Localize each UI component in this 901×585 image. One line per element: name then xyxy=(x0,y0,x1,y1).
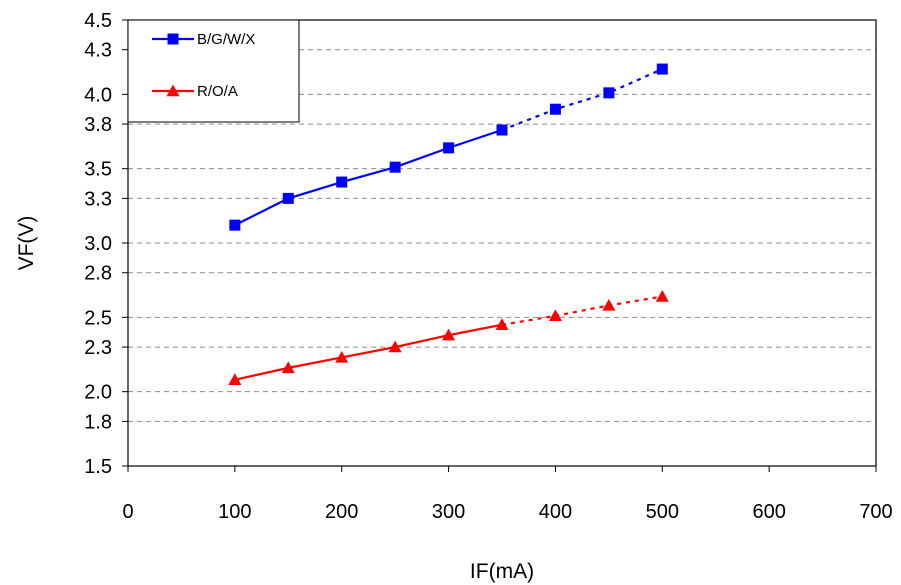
x-tick-label: 400 xyxy=(539,501,572,523)
data-point xyxy=(548,309,562,322)
data-point xyxy=(495,318,509,330)
data-point xyxy=(656,63,668,75)
series-line-dashed xyxy=(501,295,663,326)
y-tick-label: 2.3 xyxy=(84,337,112,359)
data-point xyxy=(229,219,241,231)
x-tick-label: 300 xyxy=(432,501,465,523)
legend-items: B/G/W/X R/O/A xyxy=(152,31,255,100)
data-point xyxy=(442,328,456,341)
legend-marker xyxy=(166,84,180,97)
data-point xyxy=(336,176,348,188)
series-line-dashed xyxy=(501,68,663,132)
legend-label: R/O/A xyxy=(197,83,238,100)
data-point xyxy=(549,103,561,115)
y-tick-label: 1.8 xyxy=(84,411,112,433)
data-point xyxy=(603,87,615,99)
data-point xyxy=(655,290,669,302)
x-tick-label: 0 xyxy=(122,501,133,523)
y-tick-label: 2.8 xyxy=(84,263,112,285)
x-tick-label: 200 xyxy=(325,501,358,523)
axis-ticks: 1.5 1.8 2.0 2.3 2.5 2.8 3.0 3.3 3.5 3.8 4.0 4.3 4.5 0… xyxy=(84,10,893,523)
data-point xyxy=(443,142,455,154)
series-group xyxy=(228,63,669,385)
data-point xyxy=(496,124,508,136)
y-tick-label: 2.5 xyxy=(84,307,112,329)
legend-label: B/G/W/X xyxy=(197,31,255,48)
y-tick-label: 4.0 xyxy=(84,84,112,106)
y-axis-title: VF(V) xyxy=(15,216,38,271)
y-tick-label: 3.3 xyxy=(84,188,112,210)
series-1 xyxy=(229,63,668,231)
y-tick-label: 3.8 xyxy=(84,114,112,136)
x-tick-label: 100 xyxy=(218,501,251,523)
y-tick-label: 4.3 xyxy=(84,40,112,62)
y-tick-label: 1.5 xyxy=(84,456,112,478)
x-tick-label: 600 xyxy=(752,501,785,523)
x-tick-label: 700 xyxy=(859,501,892,523)
data-point xyxy=(335,350,349,363)
data-point xyxy=(282,192,294,204)
gridlines xyxy=(128,49,876,422)
y-tick-label: 3.5 xyxy=(84,159,112,181)
series-line-solid xyxy=(234,323,503,381)
y-tick-label: 2.0 xyxy=(84,382,112,404)
legend-item: B/G/W/X xyxy=(152,31,255,48)
data-point xyxy=(602,298,616,311)
series-2 xyxy=(228,290,669,385)
y-tick-label: 4.5 xyxy=(84,10,112,32)
legend-item: R/O/A xyxy=(152,83,238,100)
data-point xyxy=(388,340,402,353)
data-point xyxy=(281,361,295,374)
data-point xyxy=(389,161,401,173)
legend-box xyxy=(127,19,300,123)
legend: B/G/W/X R/O/A xyxy=(127,19,300,123)
series-line-solid xyxy=(234,128,503,227)
y-tick-label: 3.0 xyxy=(84,233,112,255)
x-tick-label: 500 xyxy=(646,501,679,523)
legend-marker xyxy=(167,33,179,45)
x-axis-title: IF(mA) xyxy=(470,560,534,583)
data-point xyxy=(228,373,242,385)
